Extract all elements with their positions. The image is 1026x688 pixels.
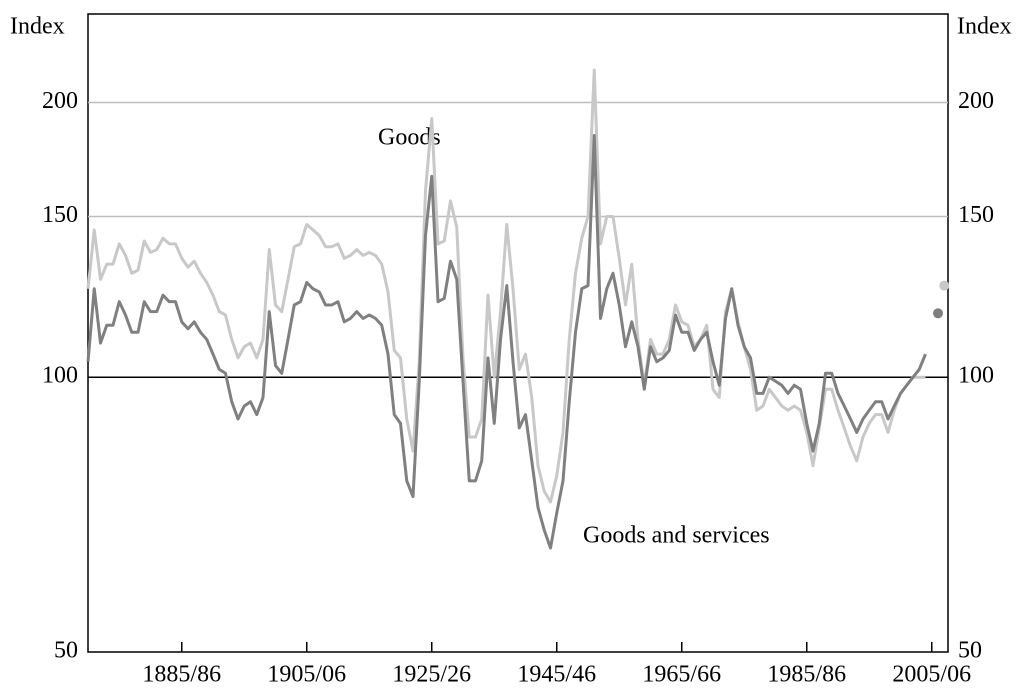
x-tick-label: 1925/26 [392, 662, 471, 688]
y-axis-label-left: Index [10, 14, 65, 40]
x-tick-label: 1945/46 [517, 662, 596, 688]
x-tick-label: 2005/06 [892, 662, 971, 688]
y-tick-label: 100 [42, 363, 78, 389]
y-tick-label: 50 [958, 638, 982, 664]
y-tick-label: 100 [958, 363, 994, 389]
x-tick-label: 1905/06 [267, 662, 346, 688]
y-tick-label: 150 [958, 202, 994, 228]
y-tick-label: 50 [54, 638, 78, 664]
y-tick-label: 200 [42, 88, 78, 114]
series-annotation: Goods and services [583, 523, 770, 549]
y-tick-label: 200 [958, 88, 994, 114]
forecast-point [939, 280, 950, 291]
x-tick-label: 1965/66 [642, 662, 721, 688]
series-line [86, 68, 926, 504]
x-tick-label: 1985/86 [767, 662, 846, 688]
y-axis-label-right: Index [957, 14, 1012, 40]
y-tick-label: 150 [42, 202, 78, 228]
plot-frame [87, 13, 949, 653]
forecast-point [933, 308, 943, 319]
series-line [86, 134, 927, 550]
x-tick-label: 1885/86 [142, 662, 221, 688]
